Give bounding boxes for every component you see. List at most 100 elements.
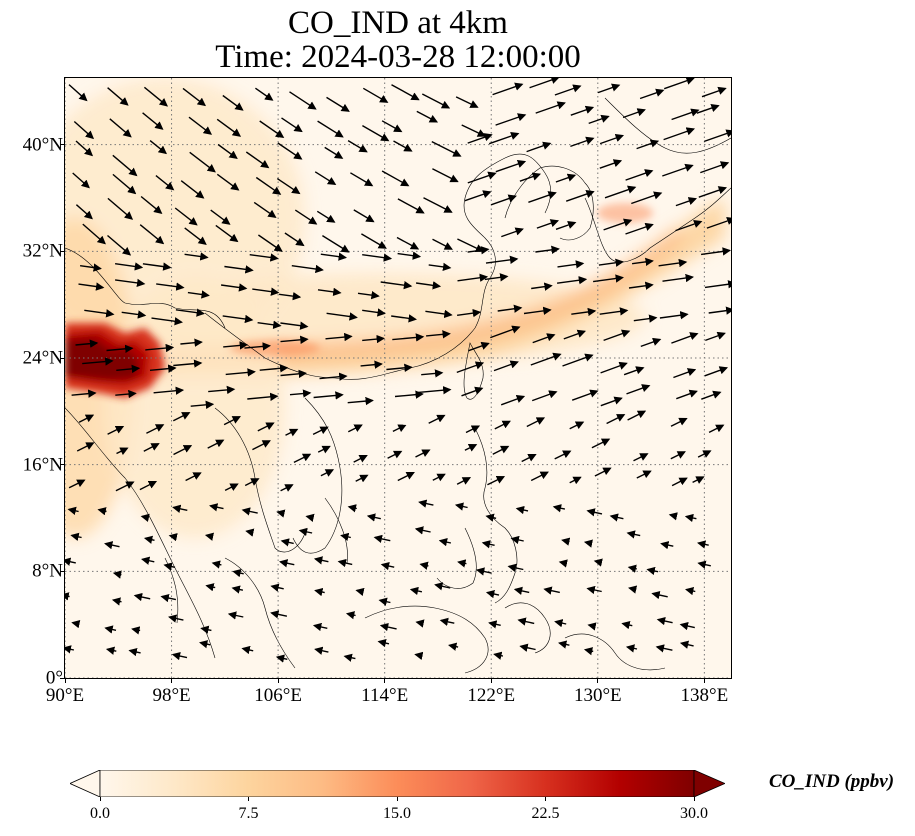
wind-arrow: [599, 159, 623, 169]
wind-arrow: [531, 282, 553, 291]
wind-arrow: [426, 330, 451, 339]
wind-arrow: [439, 617, 455, 626]
wind-arrow: [659, 311, 689, 320]
wind-arrow: [628, 585, 638, 594]
y-tick-mark: [60, 357, 65, 359]
wind-vectors: [65, 78, 731, 663]
colorbar-tick-label: 22.5: [531, 805, 560, 822]
wind-arrow: [142, 112, 164, 130]
wind-arrow: [704, 366, 729, 377]
wind-arrow: [418, 499, 434, 508]
wind-arrow: [340, 532, 351, 542]
wind-arrow: [655, 644, 673, 653]
wind-arrow: [418, 386, 452, 395]
wind-arrow: [561, 537, 571, 546]
wind-arrow: [457, 308, 482, 318]
wind-arrow: [507, 563, 524, 572]
wind-arrow: [313, 391, 344, 400]
wind-arrow: [112, 173, 137, 195]
wind-arrow: [139, 480, 158, 491]
wind-arrow: [75, 204, 93, 220]
wind-arrow: [510, 535, 524, 545]
map-plot-area[interactable]: [65, 78, 731, 678]
wind-arrow: [65, 645, 75, 654]
wind-arrow: [232, 569, 244, 578]
wind-arrow: [621, 620, 633, 630]
colorbar-gradient: [99, 770, 695, 797]
wind-arrow: [381, 170, 410, 187]
wind-arrow: [467, 133, 493, 144]
wind-arrow: [112, 570, 122, 579]
map-title: CO_IND at 4km: [288, 5, 508, 41]
wind-arrow: [208, 385, 236, 395]
wind-arrow: [393, 140, 413, 152]
wind-arrow: [222, 94, 244, 111]
wind-arrow: [107, 87, 129, 106]
wind-arrow: [156, 282, 185, 291]
wind-arrow: [319, 372, 348, 381]
wind-arrow: [84, 309, 115, 318]
wind-arrow: [662, 273, 694, 283]
wind-arrow: [373, 534, 391, 543]
wind-arrow: [563, 329, 587, 340]
wind-arrow: [78, 282, 105, 291]
wind-arrow: [360, 360, 383, 369]
wind-arrow: [528, 191, 557, 203]
wind-arrow: [305, 513, 315, 522]
wind-arrow: [660, 541, 674, 550]
wind-arrow: [143, 443, 160, 452]
wind-arrow: [312, 426, 329, 436]
wind-arrow: [109, 118, 132, 138]
wind-arrow: [421, 93, 451, 109]
wind-arrow: [675, 197, 698, 207]
colorbar-tick-mark: [545, 797, 546, 801]
wind-arrow: [225, 368, 256, 377]
wind-arrow: [174, 207, 198, 226]
wind-arrow: [493, 360, 519, 372]
wind-arrow: [671, 108, 700, 121]
wind-arrow: [416, 281, 442, 290]
wind-arrow: [215, 224, 239, 243]
wind-arrow: [168, 614, 184, 623]
wind-arrow: [207, 439, 225, 449]
wind-arrow: [708, 306, 731, 315]
wind-arrow: [679, 640, 694, 649]
wind-arrow: [497, 304, 523, 313]
wind-arrow: [557, 260, 585, 269]
wind-arrow: [298, 527, 313, 537]
wind-arrow: [461, 124, 487, 137]
wind-arrow: [217, 143, 238, 160]
wind-arrow: [517, 617, 535, 626]
wind-arrow: [438, 538, 452, 547]
wind-arrow: [455, 96, 479, 108]
wind-arrow: [663, 127, 696, 141]
wind-arrow: [622, 108, 646, 119]
wind-arrow: [495, 113, 527, 126]
wind-arrow: [279, 291, 302, 301]
wind-arrow: [80, 263, 102, 272]
wind-arrow: [326, 312, 358, 321]
wind-arrow: [555, 220, 577, 230]
wind-arrow: [252, 440, 271, 451]
wind-arrow: [362, 124, 390, 142]
wind-arrow: [494, 420, 511, 430]
wind-arrow: [415, 449, 431, 458]
wind-arrow: [276, 509, 286, 518]
wind-arrow: [294, 209, 318, 225]
wind-arrow: [692, 476, 705, 484]
wind-arrow: [529, 78, 560, 89]
wind-arrow: [317, 445, 331, 454]
wind-arrow: [361, 233, 387, 249]
colorbar-tick-mark: [248, 797, 249, 801]
y-tick-mark: [60, 250, 65, 252]
wind-arrow: [481, 540, 495, 549]
wind-arrow: [490, 325, 521, 339]
wind-arrow: [493, 651, 504, 660]
wind-arrow: [557, 276, 588, 285]
wind-arrow: [668, 512, 678, 521]
wind-arrow: [107, 234, 132, 256]
wind-arrow: [131, 626, 141, 635]
wind-arrow: [259, 120, 285, 138]
x-tick-label: 90°E: [45, 685, 85, 706]
wind-arrow: [457, 559, 467, 568]
